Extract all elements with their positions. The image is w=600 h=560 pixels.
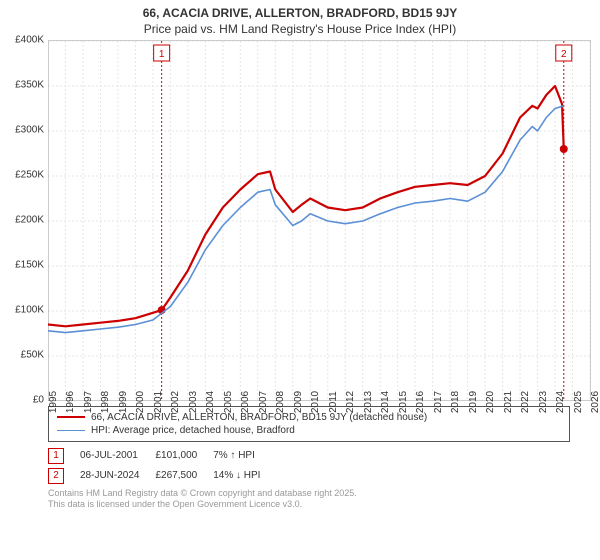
y-tick-label: £300K xyxy=(15,124,44,135)
x-tick-label: 2015 xyxy=(398,390,409,412)
marker-delta: 7% ↑ HPI xyxy=(213,446,276,466)
x-tick-label: 2009 xyxy=(293,390,304,412)
x-tick-label: 2026 xyxy=(590,390,600,412)
marker-badge: 2 xyxy=(48,468,64,484)
marker-date: 28-JUN-2024 xyxy=(80,466,155,486)
marker-price: £101,000 xyxy=(155,446,213,466)
x-tick-label: 2024 xyxy=(555,390,566,412)
y-axis-labels: £0£50K£100K£150K£200K£250K£300K£350K£400… xyxy=(0,40,46,400)
x-tick-label: 2012 xyxy=(345,390,356,412)
x-tick-label: 2010 xyxy=(310,390,321,412)
x-tick-label: 2022 xyxy=(520,390,531,412)
marker-price: £267,500 xyxy=(155,466,213,486)
marker-row: 1 06-JUL-2001£101,0007% ↑ HPI xyxy=(48,446,276,466)
marker-table: 1 06-JUL-2001£101,0007% ↑ HPI 2 28-JUN-2024… xyxy=(48,446,276,486)
y-tick-label: £400K xyxy=(15,34,44,45)
x-tick-label: 1999 xyxy=(118,390,129,412)
x-axis-labels: 1995199619971998199920002001200220032004… xyxy=(48,400,590,440)
x-tick-label: 2008 xyxy=(275,390,286,412)
x-tick-label: 2007 xyxy=(258,390,269,412)
y-tick-label: £50K xyxy=(21,349,44,360)
chart-svg: 12 xyxy=(48,40,591,401)
chart-title: 66, ACACIA DRIVE, ALLERTON, BRADFORD, BD… xyxy=(0,0,600,22)
x-tick-label: 2021 xyxy=(503,390,514,412)
y-tick-label: £200K xyxy=(15,214,44,225)
x-tick-label: 2020 xyxy=(485,390,496,412)
chart-plot-area: 12 £0£50K£100K£150K£200K£250K£300K£350K£… xyxy=(48,40,590,400)
x-tick-label: 2001 xyxy=(153,390,164,412)
copyright-line: This data is licensed under the Open Gov… xyxy=(48,499,570,511)
x-tick-label: 2006 xyxy=(240,390,251,412)
x-tick-label: 1995 xyxy=(48,390,59,412)
y-tick-label: £250K xyxy=(15,169,44,180)
y-tick-label: £150K xyxy=(15,259,44,270)
x-tick-label: 2016 xyxy=(415,390,426,412)
x-tick-label: 1997 xyxy=(83,390,94,412)
x-tick-label: 2013 xyxy=(363,390,374,412)
y-tick-label: £0 xyxy=(33,394,44,405)
svg-text:2: 2 xyxy=(561,49,567,60)
marker-row: 2 28-JUN-2024£267,50014% ↓ HPI xyxy=(48,466,276,486)
x-tick-label: 2023 xyxy=(538,390,549,412)
x-tick-label: 2004 xyxy=(205,390,216,412)
y-tick-label: £100K xyxy=(15,304,44,315)
x-tick-label: 1998 xyxy=(100,390,111,412)
copyright-line: Contains HM Land Registry data © Crown c… xyxy=(48,488,570,500)
marker-date: 06-JUL-2001 xyxy=(80,446,155,466)
marker-badge: 1 xyxy=(48,448,64,464)
x-tick-label: 2011 xyxy=(328,391,339,413)
x-tick-label: 2003 xyxy=(188,390,199,412)
x-tick-label: 2000 xyxy=(135,390,146,412)
chart-container: 66, ACACIA DRIVE, ALLERTON, BRADFORD, BD… xyxy=(0,0,600,560)
x-tick-label: 2017 xyxy=(433,390,444,412)
x-tick-label: 1996 xyxy=(65,390,76,412)
x-tick-label: 2018 xyxy=(450,390,461,412)
x-tick-label: 2025 xyxy=(573,390,584,412)
chart-subtitle: Price paid vs. HM Land Registry's House … xyxy=(0,22,600,40)
svg-text:1: 1 xyxy=(159,49,165,60)
marker-delta: 14% ↓ HPI xyxy=(213,466,276,486)
copyright: Contains HM Land Registry data © Crown c… xyxy=(48,488,570,511)
x-tick-label: 2002 xyxy=(170,390,181,412)
x-tick-label: 2019 xyxy=(468,390,479,412)
y-tick-label: £350K xyxy=(15,79,44,90)
x-tick-label: 2005 xyxy=(223,390,234,412)
x-tick-label: 2014 xyxy=(380,390,391,412)
